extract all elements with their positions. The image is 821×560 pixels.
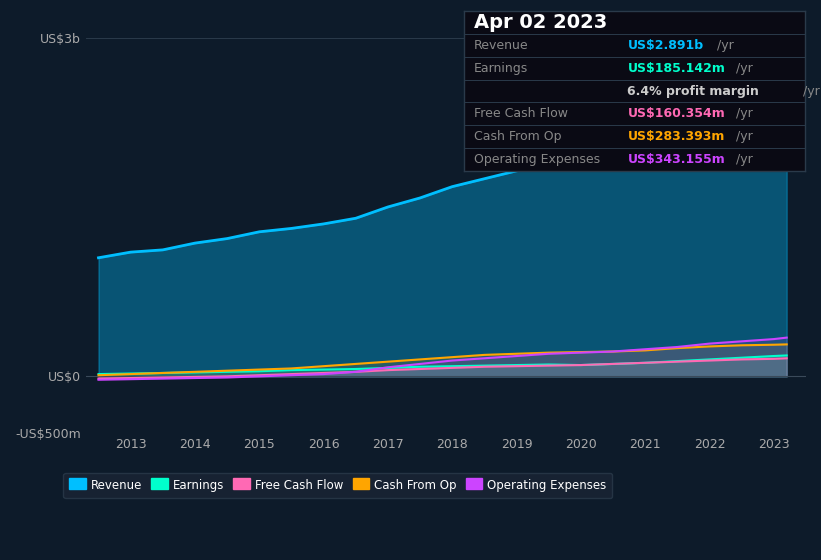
Text: /yr: /yr bbox=[732, 153, 753, 166]
Text: 6.4% profit margin: 6.4% profit margin bbox=[627, 85, 759, 97]
Text: /yr: /yr bbox=[713, 39, 734, 52]
Text: Cash From Op: Cash From Op bbox=[474, 130, 562, 143]
Text: Apr 02 2023: Apr 02 2023 bbox=[474, 13, 608, 32]
Text: US$185.142m: US$185.142m bbox=[627, 62, 725, 74]
Text: /yr: /yr bbox=[732, 62, 753, 74]
Text: Revenue: Revenue bbox=[474, 39, 529, 52]
Text: US$283.393m: US$283.393m bbox=[627, 130, 725, 143]
Text: /yr: /yr bbox=[732, 130, 753, 143]
Text: US$160.354m: US$160.354m bbox=[627, 108, 725, 120]
Text: US$2.891b: US$2.891b bbox=[627, 39, 704, 52]
Text: US$343.155m: US$343.155m bbox=[627, 153, 725, 166]
Text: Operating Expenses: Operating Expenses bbox=[474, 153, 600, 166]
Text: /yr: /yr bbox=[732, 108, 753, 120]
Text: /yr: /yr bbox=[799, 85, 820, 97]
Text: Free Cash Flow: Free Cash Flow bbox=[474, 108, 568, 120]
Legend: Revenue, Earnings, Free Cash Flow, Cash From Op, Operating Expenses: Revenue, Earnings, Free Cash Flow, Cash … bbox=[63, 473, 612, 498]
Text: Earnings: Earnings bbox=[474, 62, 529, 74]
